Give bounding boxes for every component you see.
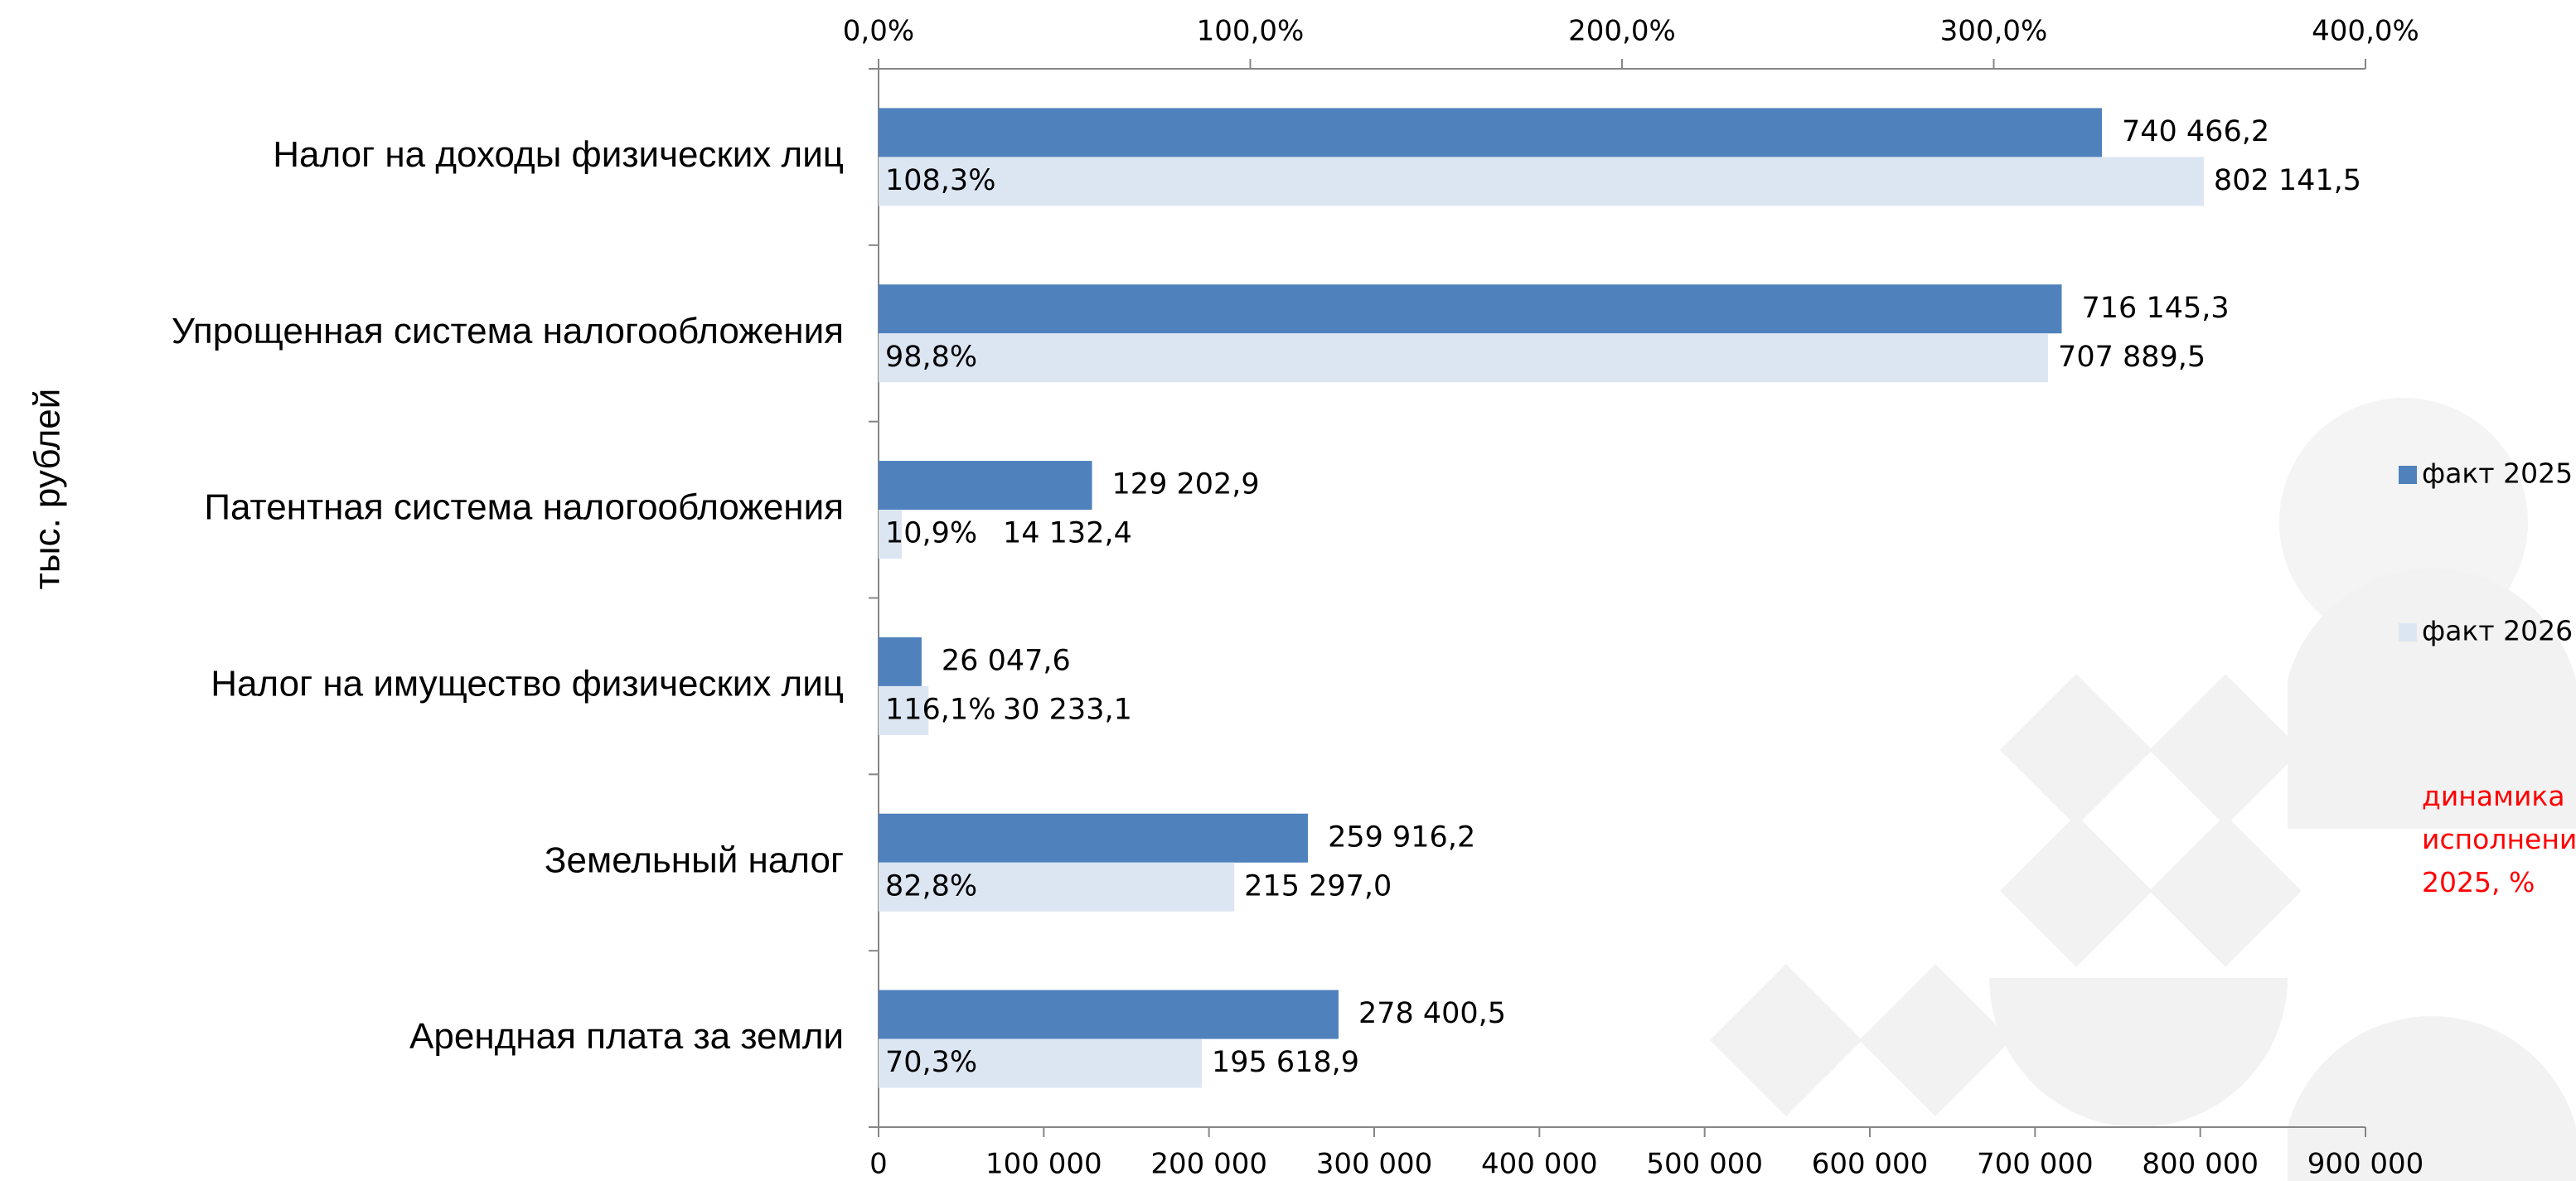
value-label: 802 141,5 xyxy=(2214,164,2361,197)
legend-swatch xyxy=(2399,466,2417,484)
x2-tick-label: 300,0% xyxy=(1940,15,2048,48)
y-tick-label: Налог на имущество физических лиц xyxy=(211,664,844,704)
x-tick-label: 0 xyxy=(869,1148,888,1181)
x2-tick-label: 100,0% xyxy=(1197,15,1305,48)
percent-label: 10,9% xyxy=(885,517,977,550)
value-label: 259 916,2 xyxy=(1328,820,1475,854)
value-label: 30 233,1 xyxy=(1003,693,1132,726)
value-label: 215 297,0 xyxy=(1244,869,1392,903)
y-tick-label: Упрощенная система налогообложения xyxy=(172,311,844,351)
x-tick-label: 200 000 xyxy=(1150,1148,1267,1181)
y-axis-label: тыс. рублей xyxy=(27,389,68,590)
percent-label: 116,1% xyxy=(885,693,995,726)
x-tick-label: 100 000 xyxy=(985,1148,1102,1181)
bar xyxy=(879,284,2062,334)
legend-swatch xyxy=(2399,623,2417,641)
y-tick-label: Земельный налог xyxy=(545,840,844,880)
legend-label: факт 2026 xyxy=(2422,615,2573,647)
value-label: 707 889,5 xyxy=(2058,341,2206,374)
value-label: 26 047,6 xyxy=(942,644,1071,677)
percent-label: 108,3% xyxy=(885,164,995,197)
bar xyxy=(879,636,922,686)
percent-label: 98,8% xyxy=(885,341,977,374)
value-label: 740 466,2 xyxy=(2122,115,2269,148)
bar xyxy=(879,1038,1202,1088)
value-label: 129 202,9 xyxy=(1112,468,1260,501)
bar xyxy=(879,461,1092,511)
x2-tick-label: 400,0% xyxy=(2312,15,2419,48)
value-label: 716 145,3 xyxy=(2082,292,2230,325)
x-tick-label: 900 000 xyxy=(2307,1148,2424,1181)
value-label: 278 400,5 xyxy=(1358,997,1506,1030)
bar xyxy=(879,510,903,559)
bar xyxy=(879,333,2049,383)
legend-label: динамикаисполнения2025, % xyxy=(2422,780,2576,898)
x-tick-label: 700 000 xyxy=(1977,1148,2094,1181)
y-tick-label: Налог на доходы физических лиц xyxy=(273,134,844,175)
percent-label: 82,8% xyxy=(885,869,977,903)
bar xyxy=(879,108,2102,157)
legend-label: факт 2025 xyxy=(2422,457,2573,490)
value-label: 14 132,4 xyxy=(1003,517,1132,550)
x-tick-label: 300 000 xyxy=(1316,1148,1433,1181)
x-tick-label: 400 000 xyxy=(1481,1148,1598,1181)
x-tick-label: 800 000 xyxy=(2142,1148,2259,1181)
background-decoration xyxy=(1710,398,2576,1181)
bar xyxy=(879,862,1235,912)
y-tick-label: Патентная система налогообложения xyxy=(204,487,844,528)
x2-tick-label: 200,0% xyxy=(1568,15,1676,48)
percent-label: 70,3% xyxy=(885,1046,977,1079)
x2-tick-label: 0,0% xyxy=(843,15,914,48)
bar xyxy=(879,813,1309,863)
x-tick-label: 600 000 xyxy=(1812,1148,1929,1181)
bar xyxy=(879,990,1339,1039)
bar xyxy=(879,157,2204,206)
bar xyxy=(879,685,929,735)
x-tick-label: 500 000 xyxy=(1646,1148,1763,1181)
y-tick-label: Арендная плата за земли xyxy=(409,1016,844,1057)
value-label: 195 618,9 xyxy=(1212,1046,1359,1079)
